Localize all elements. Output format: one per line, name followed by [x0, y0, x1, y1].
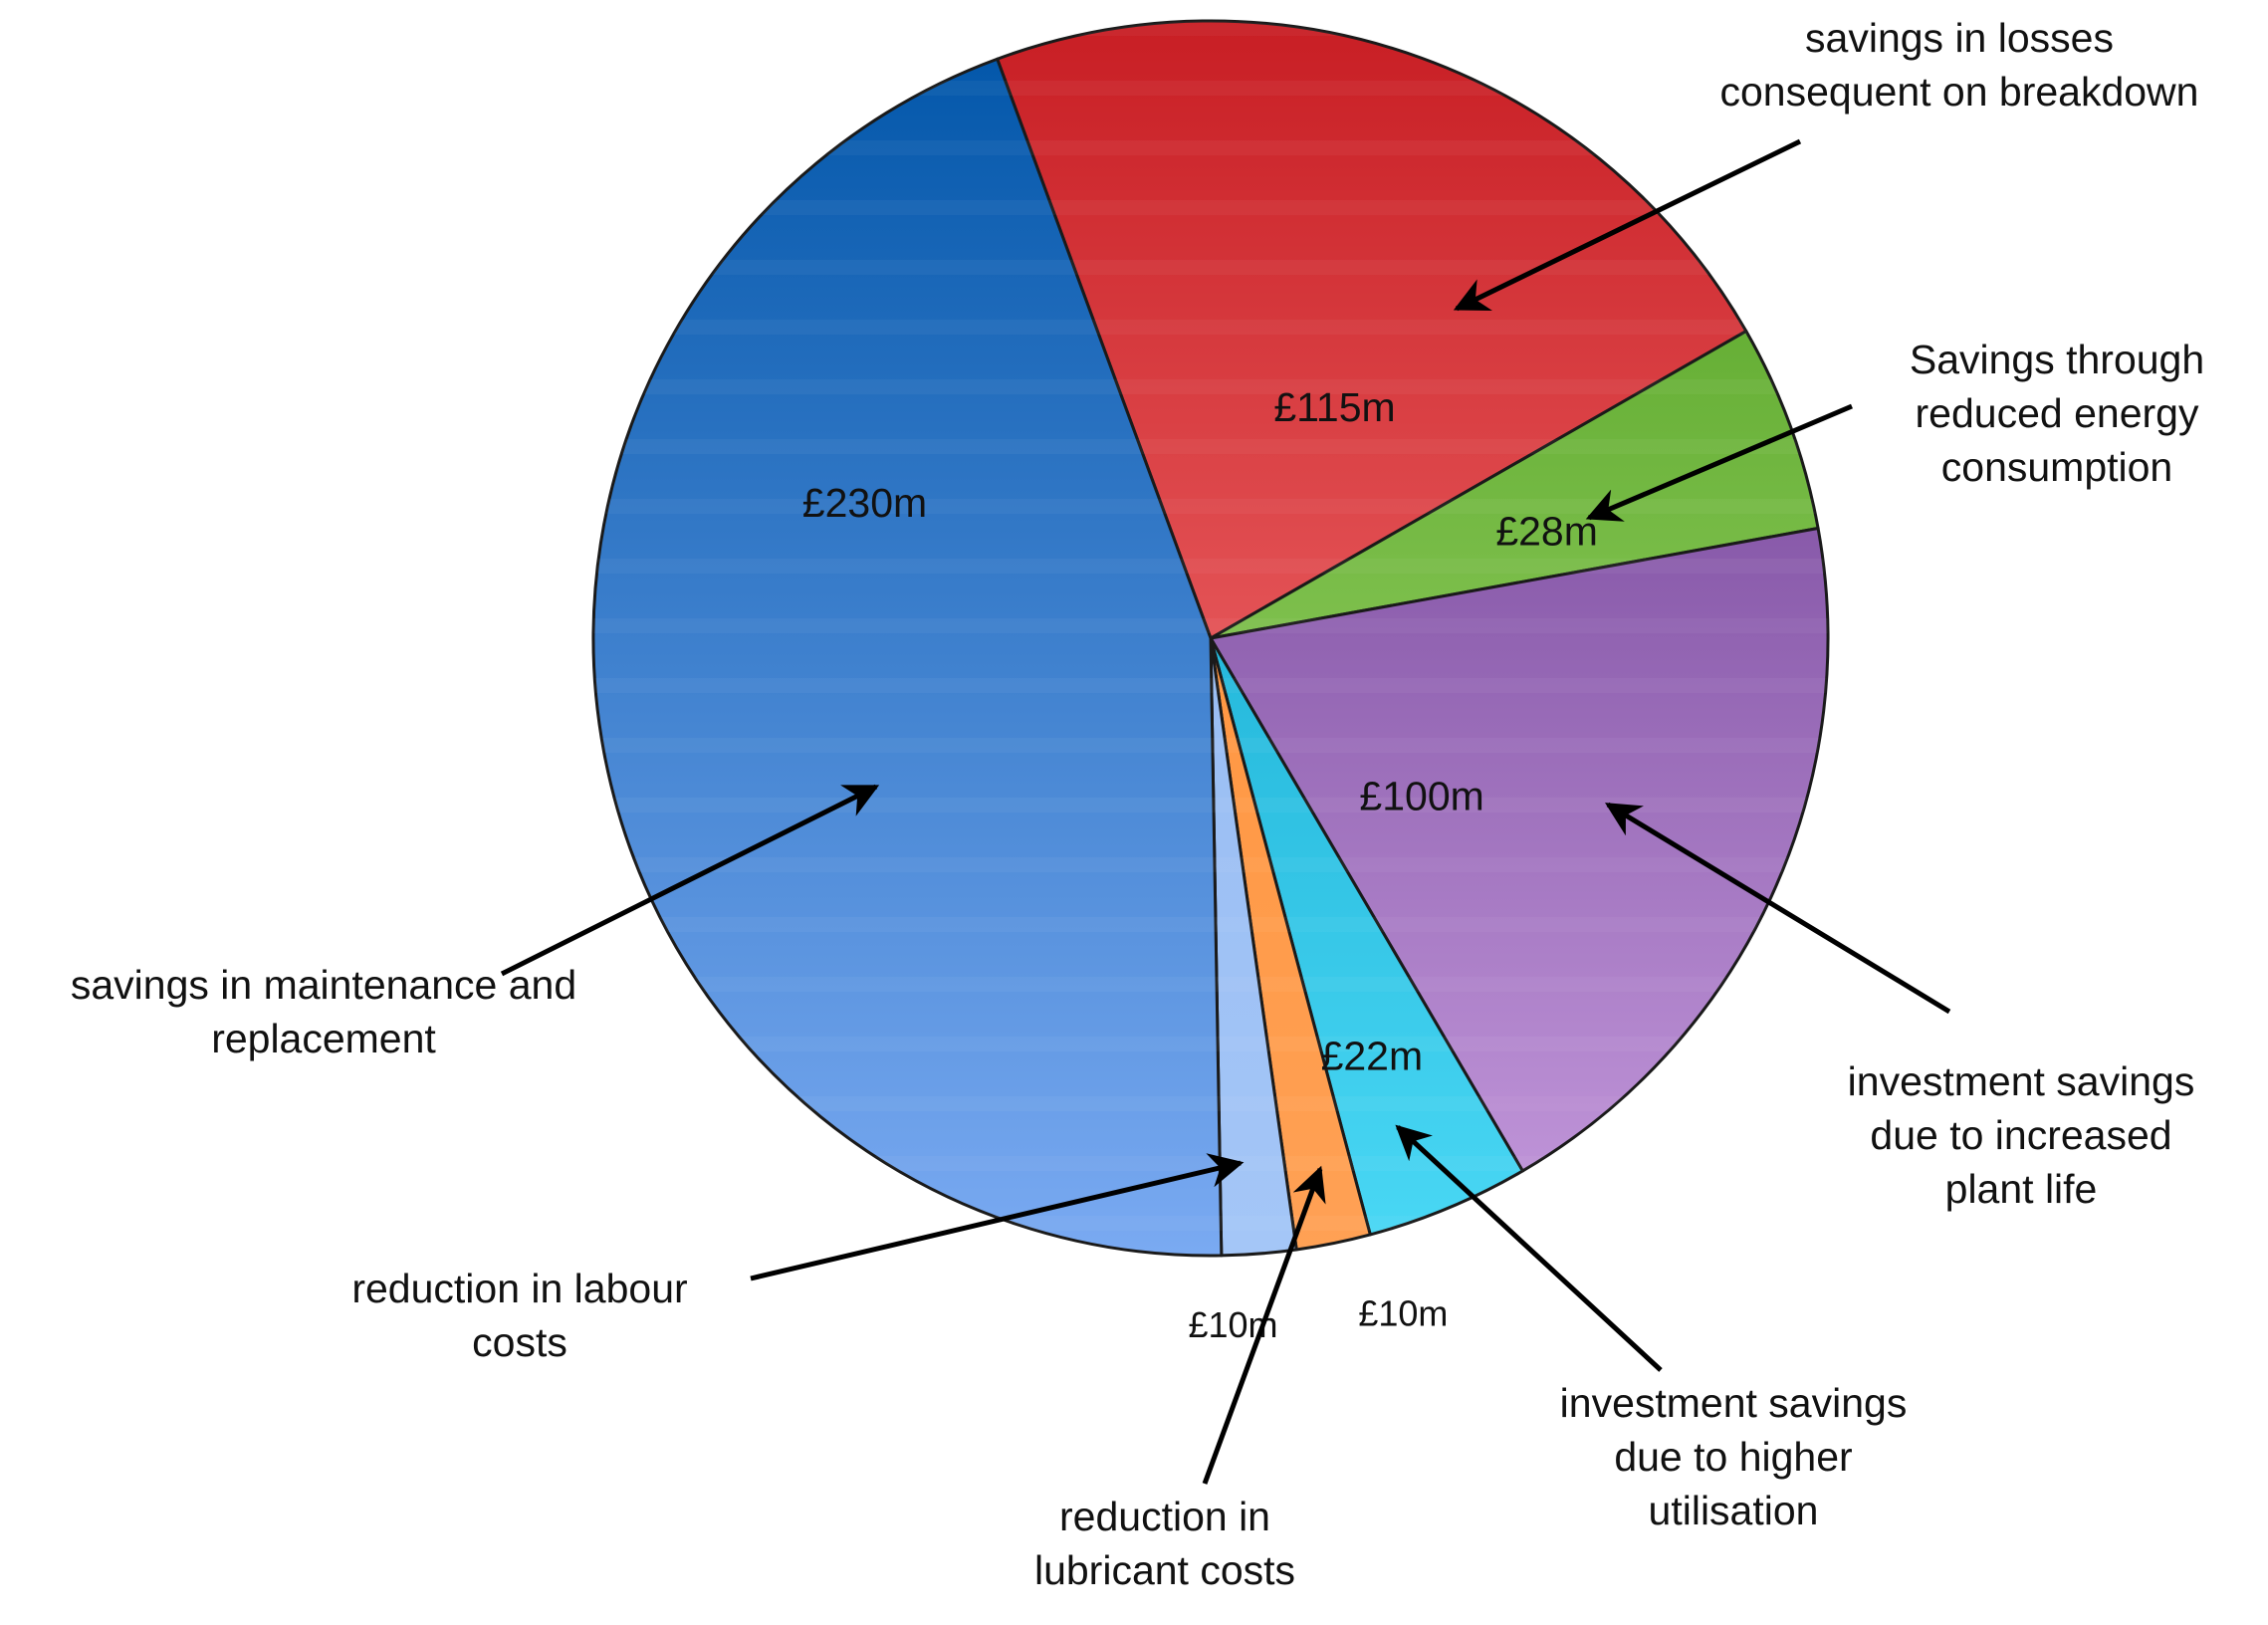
- pie-slice: [1209, 636, 1524, 1237]
- annotation-label: investment savings due to increased plant …: [1848, 1058, 2195, 1212]
- annotation-label: investment savings due to higher utilisati…: [1560, 1380, 1908, 1533]
- annotation-label: savings in maintenance and replacement: [71, 962, 576, 1061]
- arrows-layer: [500, 138, 1951, 1485]
- annotation-arrow: [1453, 138, 1802, 312]
- annotation-arrow: [1395, 1124, 1663, 1372]
- pie-slice: [1209, 330, 1820, 640]
- slice-value-label: £100m: [1359, 773, 1483, 818]
- annotation-arrow: [750, 1153, 1245, 1281]
- slices-layer: [591, 19, 1830, 1258]
- annotation-arrow: [1202, 1165, 1326, 1485]
- annotation-arrow: [1605, 802, 1951, 1015]
- annotation-label: Savings through reduced energy consumption: [1910, 337, 2204, 490]
- slice-value-label: £28m: [1495, 508, 1598, 554]
- pie-slice: [996, 19, 1748, 640]
- annotation-arrow: [1585, 403, 1853, 522]
- gloss-bands: [593, 21, 1828, 1231]
- annotations-layer: savings in losses consequent on breakdown…: [71, 15, 2204, 1593]
- slice-value-label: £230m: [802, 480, 927, 526]
- annotation-label: savings in losses consequent on breakdown: [1720, 15, 2199, 115]
- slice-value-label: £22m: [1321, 1033, 1424, 1078]
- pie-slice: [591, 57, 1224, 1258]
- pie-slice: [1209, 527, 1830, 1173]
- slice-value-label: £115m: [1273, 384, 1395, 430]
- annotation-arrow: [500, 784, 880, 977]
- annotation-label: reduction in lubricant costs: [1034, 1494, 1295, 1593]
- annotation-label: reduction in labour costs: [351, 1266, 687, 1365]
- slice-value-label: £10m: [1358, 1293, 1448, 1334]
- value-labels-layer: £115m£28m£100m£22m£10m£10m£230m: [802, 384, 1598, 1345]
